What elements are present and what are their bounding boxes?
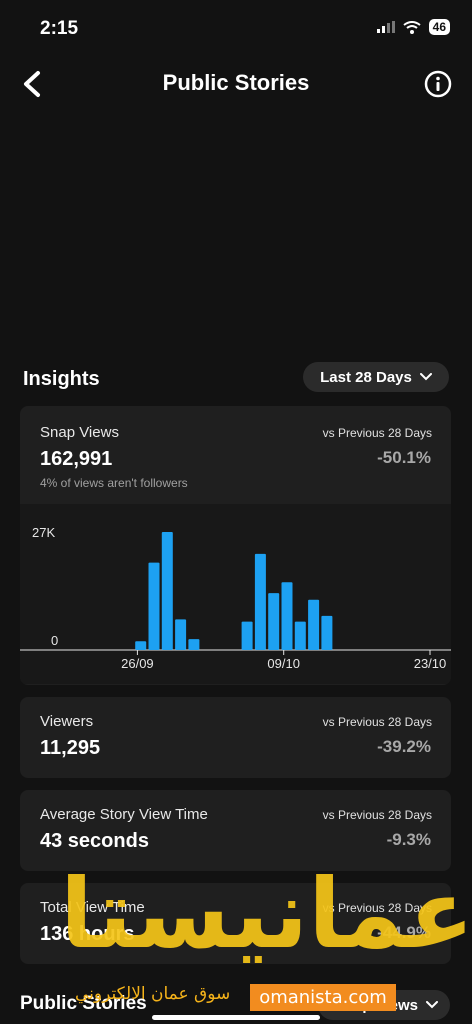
battery-icon: 46 bbox=[428, 19, 450, 35]
card-label: Viewers bbox=[40, 713, 94, 730]
snap-views-card[interactable]: Snap Views 162,991 4% of views aren't fo… bbox=[20, 406, 451, 685]
back-chevron-icon[interactable] bbox=[18, 68, 48, 100]
info-icon[interactable] bbox=[424, 70, 452, 98]
chart-bar[interactable] bbox=[254, 553, 266, 650]
date-range-dropdown[interactable]: Last 28 Days bbox=[303, 362, 449, 392]
card-change: -50.1% bbox=[377, 448, 431, 467]
status-icons: 46 bbox=[376, 19, 450, 35]
card-subtext: 4% of views aren't followers bbox=[40, 476, 188, 490]
cellular-signal-icon bbox=[376, 21, 395, 33]
watermark-logo: عمانيستا bbox=[60, 858, 472, 970]
card-compare-label: vs Previous 28 Days bbox=[322, 715, 432, 729]
home-indicator bbox=[152, 1015, 320, 1020]
card-change: -44.9% bbox=[377, 923, 431, 942]
card-value: 43 seconds bbox=[40, 830, 149, 852]
chart-bar[interactable] bbox=[161, 532, 173, 650]
public-stories-section-heading: Public Stories bbox=[20, 993, 147, 1014]
chart-bar[interactable] bbox=[175, 619, 187, 650]
chart-bar[interactable] bbox=[241, 621, 253, 650]
card-compare-label: vs Previous 28 Days bbox=[322, 901, 432, 915]
average-view-time-card[interactable]: Average Story View Time 43 seconds vs Pr… bbox=[20, 790, 451, 871]
viewers-card[interactable]: Viewers 11,295 vs Previous 28 Days -39.2… bbox=[20, 697, 451, 778]
chart-bar[interactable] bbox=[135, 641, 147, 650]
chart-bar[interactable] bbox=[188, 639, 200, 650]
total-view-time-card[interactable]: Total View Time 136 hours vs Previous 28… bbox=[20, 883, 451, 964]
chart-bar[interactable] bbox=[294, 621, 306, 650]
y-tick-label: 27K bbox=[32, 525, 55, 540]
snap-views-chart-area: 27K 0 26/09 09/10 23/10 bbox=[20, 504, 451, 684]
card-change: -39.2% bbox=[377, 737, 431, 756]
chevron-down-icon bbox=[426, 1001, 438, 1009]
chevron-down-icon bbox=[419, 373, 432, 381]
card-value: 136 hours bbox=[40, 923, 135, 945]
watermark-tagline: سوق عمان الالكتروني bbox=[75, 984, 231, 1004]
chart-bar[interactable] bbox=[321, 615, 333, 650]
insights-heading: Insights bbox=[23, 368, 100, 390]
x-tick-label: 09/10 bbox=[267, 656, 300, 671]
chart-bar[interactable] bbox=[268, 593, 280, 650]
status-time: 2:15 bbox=[40, 18, 79, 39]
card-label: Snap Views bbox=[40, 424, 119, 441]
date-range-label: Last 28 Days bbox=[320, 368, 412, 386]
card-change: -9.3% bbox=[386, 830, 431, 849]
card-label: Average Story View Time bbox=[40, 806, 208, 823]
chart-bar[interactable] bbox=[148, 562, 160, 650]
snap-views-chart: 27K 0 26/09 09/10 23/10 bbox=[20, 525, 451, 671]
card-value: 162,991 bbox=[40, 448, 113, 470]
x-tick-label: 26/09 bbox=[121, 656, 154, 671]
chart-bar[interactable] bbox=[308, 599, 320, 650]
watermark-brand: omanista.com bbox=[250, 984, 396, 1011]
card-compare-label: vs Previous 28 Days bbox=[322, 426, 432, 440]
page-title: Public Stories bbox=[162, 70, 310, 95]
card-compare-label: vs Previous 28 Days bbox=[322, 808, 432, 822]
wifi-icon bbox=[403, 20, 421, 34]
x-tick-label: 23/10 bbox=[414, 656, 447, 671]
chart-bar[interactable] bbox=[281, 582, 293, 650]
y-tick-label: 0 bbox=[51, 633, 58, 648]
card-label: Total View Time bbox=[40, 899, 145, 916]
card-value: 11,295 bbox=[40, 737, 101, 759]
